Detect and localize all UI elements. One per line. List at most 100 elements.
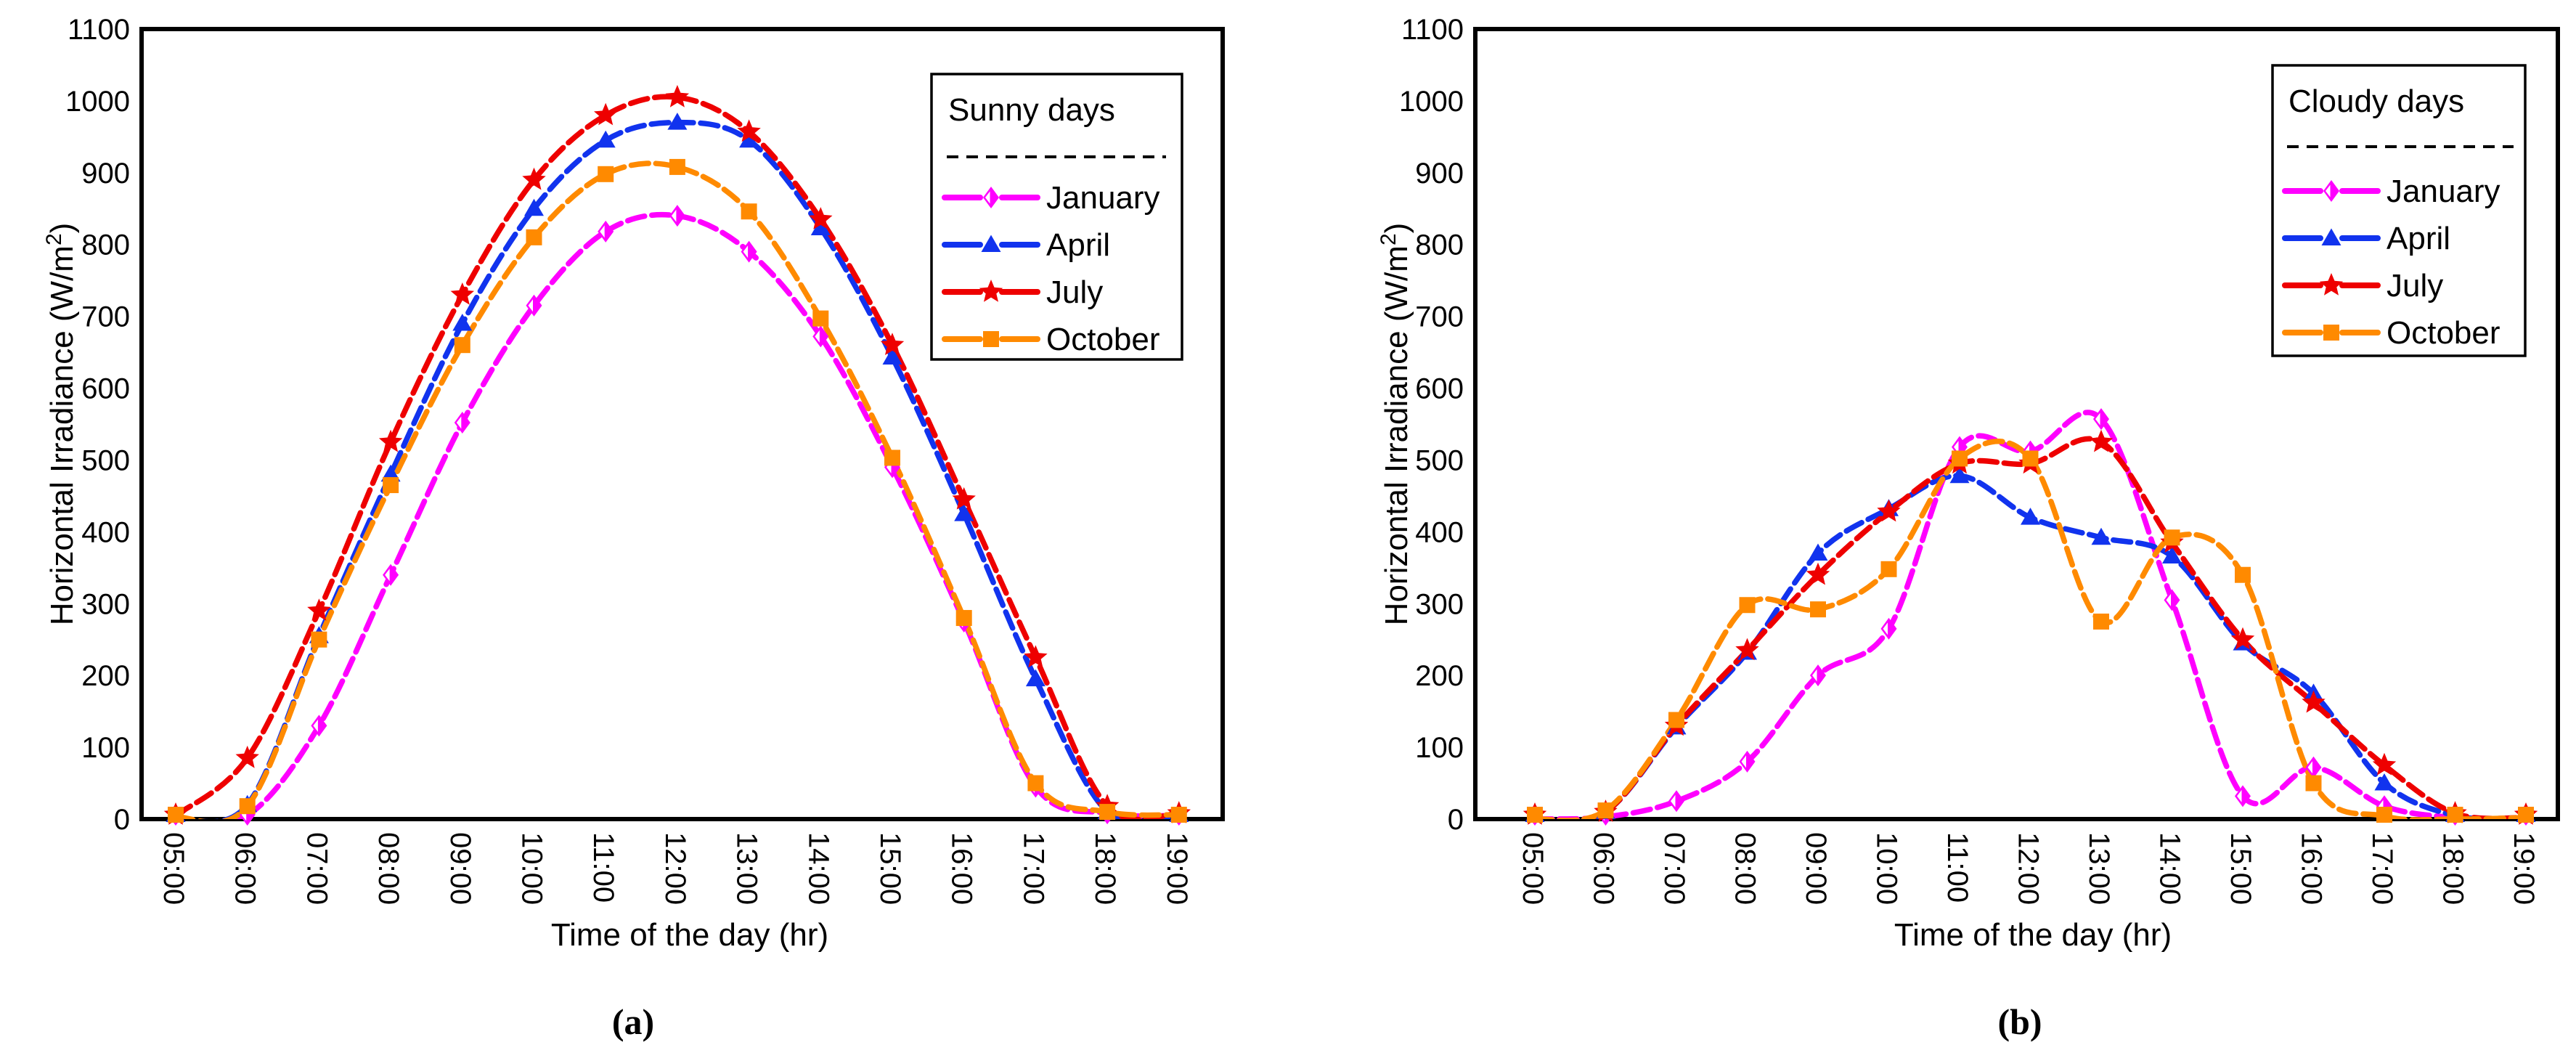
series-july-a-4-star-marker — [450, 282, 474, 305]
legend-title-b: Cloudy days — [2288, 84, 2464, 119]
series-october-a-2-square-marker — [311, 631, 327, 648]
series-april-a-4-triangle-marker — [452, 314, 473, 331]
series-july-a-2-star-marker — [307, 598, 331, 621]
series-january-a-9-diamond-marker — [812, 325, 829, 348]
y-tick-label-b: 300 — [1415, 588, 1464, 620]
caption-a: (a) — [612, 1001, 654, 1042]
series-january-b-4-diamond-inner — [1812, 669, 1817, 682]
series-april-b-12-triangle-marker — [2374, 773, 2394, 791]
x-tick-label-b: 13:00 — [2083, 832, 2115, 905]
x-tick-label-a: 14:00 — [802, 832, 834, 905]
series-january-a-5-diamond-inner — [528, 299, 533, 312]
series-october-a-10-square-marker — [884, 449, 900, 466]
series-october-b-13-square-marker — [2447, 807, 2463, 823]
series-october-a-1-square-marker — [239, 798, 256, 815]
x-tick-label-b: 18:00 — [2437, 832, 2469, 905]
x-tick-label-b: 08:00 — [1729, 832, 1761, 905]
series-january-b-11-diamond-inner — [2307, 761, 2312, 774]
y-tick-label-b: 100 — [1415, 732, 1464, 764]
series-july-b-10-star-marker — [2230, 627, 2255, 650]
series-january-b-8-diamond-marker — [2093, 408, 2109, 431]
x-tick-label-a: 12:00 — [659, 832, 691, 905]
series-april-b-8-triangle-marker — [2091, 527, 2111, 545]
panel-b-cloudy: 0 100 200 300 400 500 600 700 800 900 1000 1100 05:0… — [1377, 14, 2560, 905]
x-tick-label-a: 06:00 — [229, 832, 261, 905]
series-october-a-11-square-marker — [955, 610, 972, 627]
series-october-b-14-square-marker — [2518, 807, 2534, 823]
x-tick-label-a: 13:00 — [731, 832, 763, 905]
series-january-b-10-diamond-inner — [2237, 789, 2242, 802]
x-axis-title-b: Time of the day (hr) — [1894, 917, 2172, 953]
y-axis-title-a: Horizontal Irradiance (W/m2) — [42, 223, 80, 626]
series-january-b-3-diamond-inner — [1741, 755, 1746, 768]
legend-label-april-a: April — [1046, 227, 1110, 263]
legend-box-b — [2271, 64, 2527, 357]
y-tick-label-b: 600 — [1415, 373, 1464, 405]
series-october-a-12-square-marker — [1027, 775, 1044, 791]
x-tick-label-b: 19:00 — [2508, 832, 2540, 905]
series-july-a-11-star-marker — [952, 487, 976, 510]
x-axis-title-a: Time of the day (hr) — [551, 917, 828, 953]
series-april-a-10-triangle-marker — [882, 347, 902, 365]
y-axis-title-b: Horizontal Irradiance (W/m2) — [1377, 223, 1414, 626]
series-october-a-0-square-marker — [168, 807, 184, 823]
x-tick-label-a: 05:00 — [158, 832, 189, 905]
series-january-a-2-diamond-inner — [313, 719, 318, 732]
y-tick-label-b: 700 — [1415, 301, 1464, 333]
series-october-b-8-square-marker — [2093, 614, 2109, 630]
legend-january-b-diamond-marker — [2323, 180, 2339, 202]
series-april-b-9-triangle-marker — [2162, 546, 2182, 563]
series-october-a-4-square-marker — [454, 337, 470, 354]
series-january-a-7-diamond-inner — [671, 209, 677, 222]
legend-label-october-a: October — [1046, 322, 1160, 357]
y-tick-label-b: 800 — [1415, 229, 1464, 261]
series-july-a-7-star-marker — [665, 85, 690, 107]
series-july-b-11-star-marker — [2302, 690, 2326, 713]
y-tick-label-a: 900 — [81, 158, 130, 190]
x-tick-label-b: 15:00 — [2225, 832, 2257, 905]
series-october-b-7-square-marker — [2022, 450, 2039, 467]
y-tick-label-a: 1100 — [68, 14, 130, 46]
legend-label-april-b: April — [2387, 221, 2450, 256]
series-october-markers-b — [1527, 450, 2534, 823]
series-january-a-3-diamond-marker — [383, 563, 399, 586]
series-october-b-2-square-marker — [1668, 712, 1684, 728]
series-april-a-9-triangle-marker — [810, 218, 831, 235]
y-tick-label-a: 300 — [81, 588, 130, 620]
series-april-b-4-triangle-marker — [1808, 543, 1828, 561]
series-april-b-6-triangle-marker — [1949, 465, 1970, 484]
series-january-b-2-diamond-marker — [1668, 790, 1684, 813]
y-tick-label-a: 700 — [81, 301, 130, 333]
series-april-a-11-triangle-marker — [954, 504, 974, 521]
y-tick-label-a: 100 — [81, 732, 130, 764]
series-january-a-3-diamond-inner — [385, 569, 390, 582]
series-april-a-12-triangle-marker — [1025, 669, 1046, 687]
x-tick-label-a: 16:00 — [946, 832, 978, 905]
y-tick-label-b: 200 — [1415, 660, 1464, 692]
series-april-a-6-triangle-marker — [595, 130, 616, 148]
y-tick-label-b: 900 — [1415, 158, 1464, 190]
series-july-a-6-star-marker — [594, 102, 618, 126]
x-tick-label-b: 17:00 — [2366, 832, 2398, 905]
series-july-a-9-star-marker — [809, 207, 833, 229]
series-july-b-8-star-marker — [2089, 429, 2114, 452]
series-january-b-10-diamond-marker — [2235, 785, 2251, 807]
legend-july-a-star-marker — [979, 280, 1003, 302]
series-january-b-5-diamond-marker — [1880, 617, 1897, 640]
x-tick-label-a: 09:00 — [444, 832, 476, 905]
series-october-curve-b — [1532, 439, 2529, 819]
series-january-b-9-diamond-inner — [2166, 593, 2171, 606]
legend-a: Sunny days January April July October — [930, 73, 1183, 361]
series-april-curve-b — [1532, 473, 2529, 819]
series-july-b-4-star-marker — [1806, 562, 1830, 585]
legend-october-b-square-marker — [2323, 325, 2339, 341]
x-tick-label-a: 07:00 — [301, 832, 333, 905]
series-october-a-9-square-marker — [812, 310, 829, 327]
y-tick-label-b: 400 — [1415, 516, 1464, 548]
series-october-b-12-square-marker — [2376, 807, 2392, 823]
series-january-b-6-diamond-inner — [1954, 441, 1959, 454]
legend-label-july-a: July — [1046, 274, 1103, 310]
x-tick-label-b: 06:00 — [1588, 832, 1620, 905]
x-tick-label-a: 10:00 — [516, 832, 548, 905]
